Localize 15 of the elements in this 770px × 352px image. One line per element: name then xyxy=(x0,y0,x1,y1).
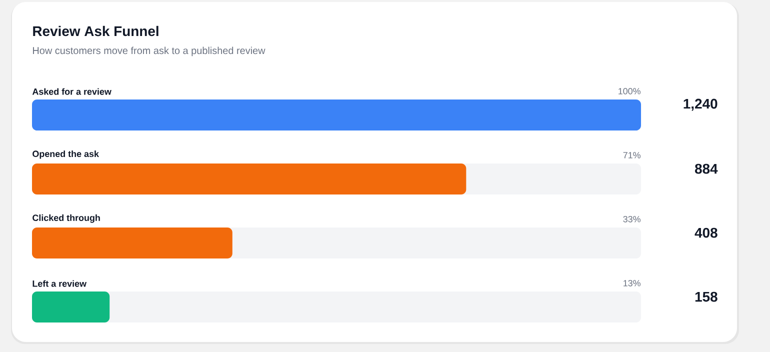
annotation: 71% xyxy=(623,152,640,158)
y-tick-label: Opened the ask xyxy=(32,150,99,159)
chart-title: Review Ask Funnel xyxy=(33,26,158,36)
data-label: 158 xyxy=(695,292,718,302)
y-tick-label: Asked for a review xyxy=(32,88,112,95)
bar xyxy=(32,292,110,323)
data-label: 884 xyxy=(694,164,718,174)
chart-subtitle: How customers move from ask to a published review xyxy=(33,46,266,56)
y-tick-label: Left a review xyxy=(32,280,87,287)
annotation: 100% xyxy=(618,88,640,94)
data-label: 408 xyxy=(694,228,718,238)
data-label: 1,240 xyxy=(684,98,718,111)
y-tick-label: Clicked through xyxy=(32,214,100,223)
annotation: 33% xyxy=(623,216,640,222)
annotation: 13% xyxy=(624,280,640,286)
